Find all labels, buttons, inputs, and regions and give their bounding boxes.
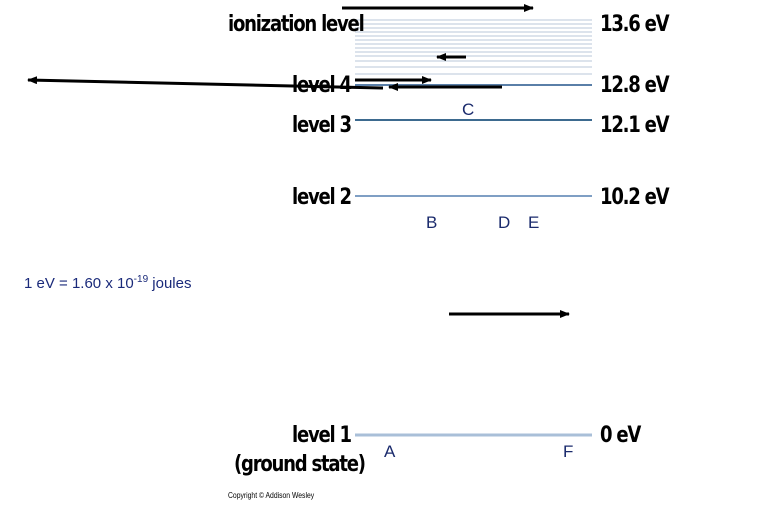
arrow-long-left: [27, 76, 384, 90]
marker-d: D: [498, 213, 511, 232]
level-1-label: level 1: [292, 423, 352, 448]
marker-f: F: [563, 442, 574, 461]
conversion-note: 1 eV = 1.60 x 10-19 joules: [24, 274, 191, 292]
conversion-prefix: 1 eV = 1.60 x 10: [24, 275, 134, 292]
level-2-label: level 2: [292, 185, 352, 210]
level-4-energy: 12.8 eV: [600, 73, 670, 98]
level-4-label: level 4: [292, 73, 352, 98]
ionization-band: [355, 19, 592, 75]
ionization-level-label: ionization level: [228, 12, 365, 37]
conversion-exponent: -19: [133, 274, 149, 285]
level-3-energy: 12.1 eV: [600, 113, 670, 138]
marker-c: C: [462, 100, 475, 119]
ground-state-label: (ground state): [234, 452, 366, 477]
marker-a: A: [384, 442, 396, 461]
copyright-notice: Copyright © Addison Wesley: [228, 491, 315, 500]
conversion-suffix: joules: [148, 275, 192, 292]
level-1-energy: 0 eV: [600, 423, 641, 448]
marker-e: E: [528, 213, 540, 232]
level-2-energy: 10.2 eV: [600, 185, 670, 210]
level-3-label: level 3: [292, 113, 352, 138]
ionization-energy: 13.6 eV: [600, 12, 670, 37]
marker-b: B: [426, 213, 438, 232]
